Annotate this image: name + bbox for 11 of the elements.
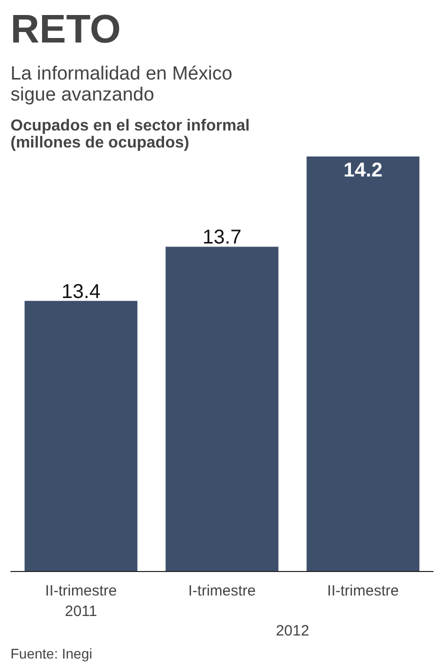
data-label: 14.2	[344, 160, 382, 182]
x-tick-label: II-trimestre	[327, 582, 399, 600]
data-label: 13.4	[62, 280, 100, 303]
x-tick-label: I-trimestre	[188, 582, 256, 600]
chart-subtitle: La informalidad en México sigue avanzando	[10, 64, 232, 106]
text: 2012	[276, 622, 310, 640]
chart-title: RETO	[10, 8, 121, 52]
y-axis-title: Ocupados en el sector informal (millones de ocupados)	[10, 118, 250, 152]
x-tick-label: II-trimestre 2011	[45, 582, 117, 620]
data-label: 13.7	[202, 226, 242, 249]
source-note: Fuente: Inegi	[10, 646, 92, 662]
